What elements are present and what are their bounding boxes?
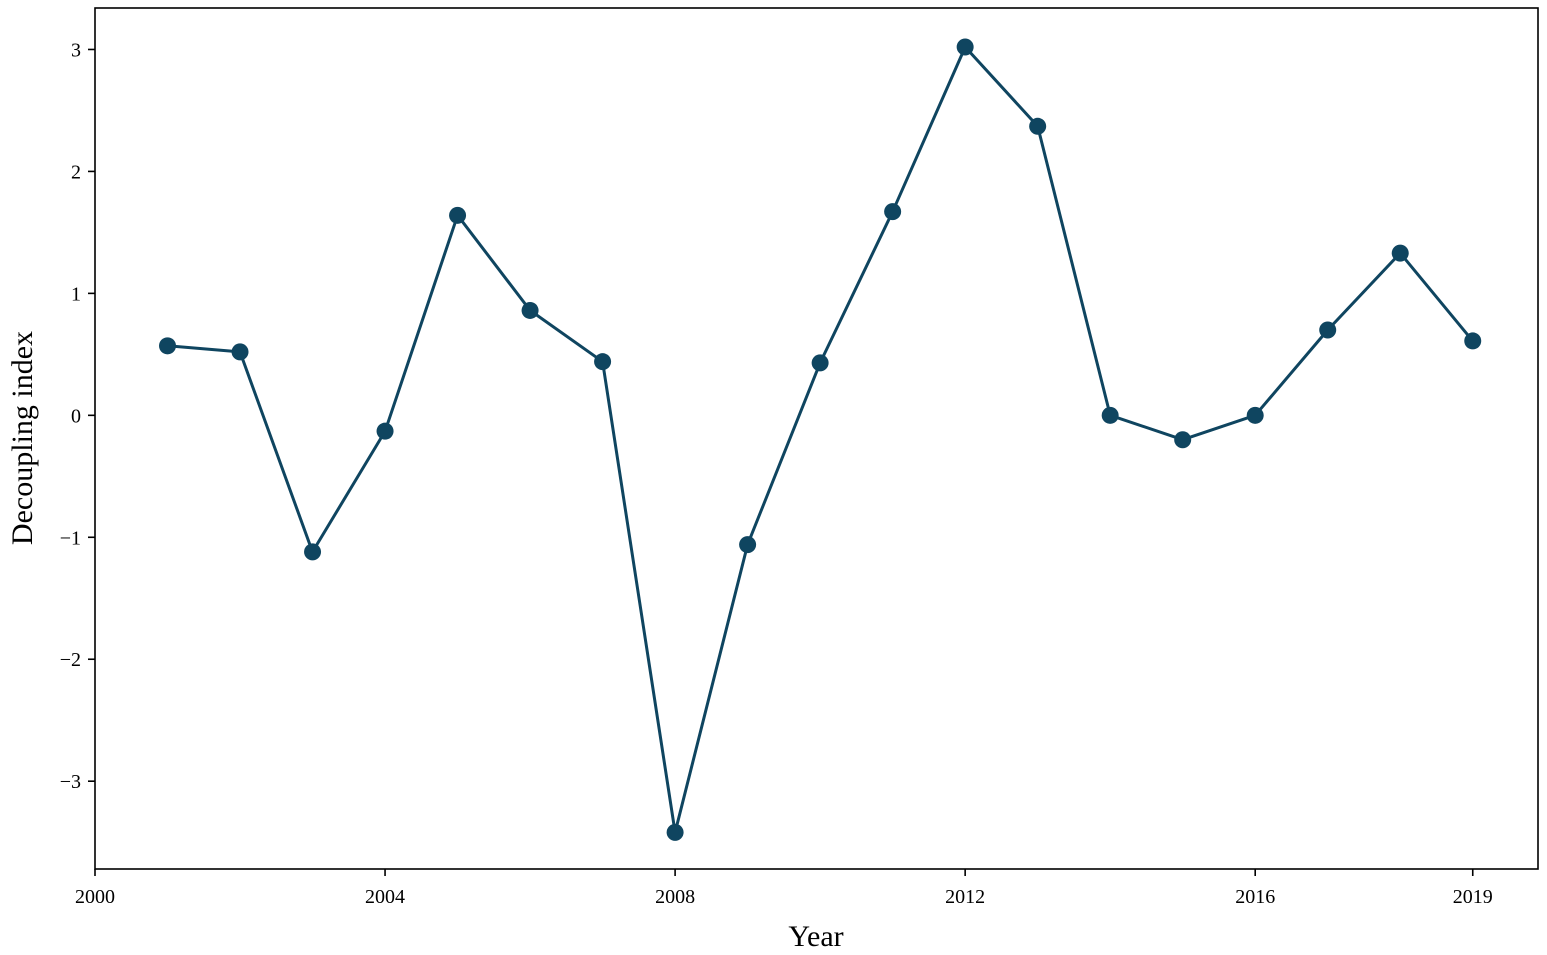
y-axis-title: Decoupling index	[6, 331, 39, 545]
data-point	[159, 337, 177, 355]
data-point	[1246, 406, 1264, 424]
data-point	[231, 343, 249, 361]
x-tick-label: 2008	[655, 886, 695, 908]
data-point	[1174, 431, 1192, 449]
data-point	[1391, 244, 1409, 262]
x-axis-title: Year	[788, 920, 843, 953]
plot-frame	[94, 7, 1539, 870]
y-tick-label: 3	[71, 39, 81, 61]
data-point	[594, 353, 612, 371]
y-tick-label: −1	[60, 527, 81, 549]
y-tick-label: −2	[60, 649, 81, 671]
data-point	[304, 543, 322, 561]
y-tick-label: 1	[71, 283, 81, 305]
y-tick-label: 2	[71, 161, 81, 183]
data-point	[1464, 332, 1482, 350]
x-axis-ticks: 2000 2004 2008 2012 2016 2019	[75, 869, 1493, 908]
data-points	[159, 38, 1482, 841]
data-point	[811, 354, 829, 372]
data-point	[1101, 406, 1119, 424]
data-point	[884, 203, 902, 221]
data-point	[1319, 321, 1337, 339]
y-tick-label: −3	[60, 771, 81, 793]
x-tick-label: 2004	[365, 886, 405, 908]
x-tick-label: 2012	[945, 886, 985, 908]
y-axis-ticks: −3 −2 −1 0 1 2 3	[60, 39, 95, 793]
series-line	[167, 45, 1474, 834]
data-point	[666, 823, 684, 841]
data-point	[739, 536, 757, 554]
data-point	[521, 301, 539, 319]
data-point	[376, 422, 394, 440]
x-tick-label: 2016	[1235, 886, 1275, 908]
y-tick-label: 0	[71, 405, 81, 427]
data-point	[1029, 117, 1047, 135]
data-point	[956, 38, 974, 56]
x-tick-label: 2019	[1453, 886, 1493, 908]
x-tick-label: 2000	[75, 886, 115, 908]
data-point	[449, 206, 467, 224]
